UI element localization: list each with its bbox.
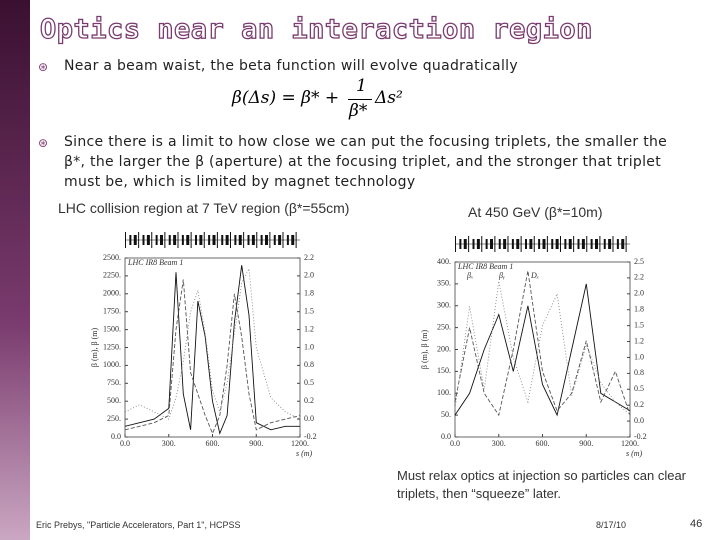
x-tick-label: 1200.	[291, 439, 309, 448]
y-tick-label: 0.0	[441, 432, 451, 441]
figure-caption: LHC collision region at 7 TeV region (β*…	[58, 200, 350, 216]
y2-tick-label: 1.5	[304, 307, 314, 316]
y2-tick-label: 2.5	[634, 257, 644, 266]
y2-tick-label: 1.0	[304, 342, 314, 351]
y2-tick-label: 1.0	[634, 352, 644, 361]
optics-line	[454, 281, 631, 416]
element-marker: Dₓ	[530, 271, 539, 280]
footer-date: 8/17/10	[596, 520, 627, 530]
formula-tail: Δs²	[375, 88, 403, 108]
optics-line	[124, 265, 300, 435]
y-tick-label: 50.	[441, 410, 451, 419]
y-tick-label: 250.	[107, 414, 121, 423]
optics-line	[454, 270, 631, 417]
y-tick-label: 100.	[437, 388, 451, 397]
plot-frame	[454, 261, 631, 438]
x-tick-label: 600.	[206, 439, 220, 448]
x-tick-label: 0.0	[450, 439, 460, 448]
bullet-icon: ⊛	[38, 136, 49, 150]
formula-lhs: β(Δs) = β* +	[232, 88, 340, 108]
bullet: Since there is a limit to how close we c…	[64, 134, 668, 190]
page-number: 46	[690, 518, 703, 530]
y2-tick-label: 2.0	[634, 289, 644, 298]
y-tick-label: 500.	[107, 396, 121, 405]
y-tick-label: 350.	[437, 279, 451, 288]
y2-tick-label: 0.5	[304, 378, 314, 387]
y-tick-label: 0.0	[111, 432, 121, 441]
x-tick-label: 300.	[492, 439, 506, 448]
bullet: Near a beam waist, the beta function wil…	[64, 58, 518, 74]
y-tick-label: 200.	[437, 344, 451, 353]
y-tick-label: 150.	[437, 366, 451, 375]
y2-tick-label: 2.0	[304, 271, 314, 280]
formula-denominator: β*	[349, 101, 368, 121]
y2-tick-label: -0.2	[304, 432, 317, 441]
y-tick-label: 750.	[107, 378, 121, 387]
y2-tick-label: 0.2	[304, 396, 314, 405]
y-axis-label: β (m), β (m)	[420, 330, 429, 370]
y-tick-label: 2250.	[103, 271, 121, 280]
footer-author: Eric Prebys, "Particle Accelerators, Par…	[36, 520, 241, 530]
y2-tick-label: 1.8	[304, 289, 314, 298]
y2-tick-label: 1.2	[634, 336, 644, 345]
y-tick-label: 1000.	[103, 360, 121, 369]
y2-tick-label: 0.8	[304, 360, 314, 369]
note: Must relax optics at injection so partic…	[397, 468, 687, 501]
y2-tick-label: 1.5	[634, 320, 644, 329]
element-marker: βᵧ	[498, 271, 505, 280]
y-tick-label: 1500.	[103, 324, 121, 333]
x-tick-label: 1200.	[621, 439, 639, 448]
x-tick-label: 900.	[579, 439, 593, 448]
y2-tick-label: -0.2	[634, 432, 647, 441]
y2-tick-label: 0.8	[634, 368, 644, 377]
y-tick-label: 400.	[437, 257, 451, 266]
y2-tick-label: 0.2	[634, 400, 644, 409]
formula-numerator: 1	[356, 76, 367, 96]
side-strip	[0, 0, 30, 540]
x-tick-label: 600.	[536, 439, 550, 448]
y2-tick-label: 0.0	[304, 414, 314, 423]
x-axis-label: s (m)	[296, 449, 313, 458]
y-tick-label: 300.	[437, 301, 451, 310]
y2-tick-label: 2.2	[634, 273, 644, 282]
plot-title: LHC IR8 Beam 1	[457, 262, 513, 271]
y-tick-label: 250.	[437, 322, 451, 331]
x-tick-label: 300.	[162, 439, 176, 448]
x-axis-label: s (m)	[626, 449, 643, 458]
fraction-bar	[348, 99, 372, 100]
y-axis-label: β (m), β (m)	[90, 328, 99, 368]
y2-tick-label: 2.2	[304, 253, 314, 262]
plot-title: LHC IR8 Beam 1	[127, 258, 183, 267]
y-tick-label: 1750.	[103, 307, 121, 316]
optics-line	[124, 279, 301, 435]
y2-tick-label: 0.0	[634, 416, 644, 425]
y2-tick-label: 1.2	[304, 324, 314, 333]
figure-caption: At 450 GeV (β*=10m)	[468, 204, 603, 220]
optics-line	[454, 283, 631, 417]
bullet-icon: ⊛	[38, 60, 49, 74]
y-tick-label: 2000.	[103, 289, 121, 298]
x-tick-label: 0.0	[120, 439, 130, 448]
plot-frame	[124, 257, 301, 438]
y2-tick-label: 1.8	[634, 305, 644, 314]
optics-line	[124, 267, 301, 420]
slide-title: Optics near an interaction region	[39, 13, 593, 45]
element-marker: βₓ	[466, 271, 473, 280]
x-tick-label: 900.	[249, 439, 263, 448]
y-tick-label: 1250.	[103, 342, 121, 351]
y2-tick-label: 0.5	[634, 384, 644, 393]
y-tick-label: 2500.	[103, 253, 121, 262]
